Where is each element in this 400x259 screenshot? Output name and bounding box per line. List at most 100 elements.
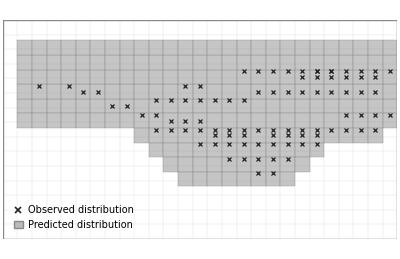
Bar [61,40,76,55]
Bar [105,70,120,84]
Bar [295,99,310,113]
Bar [32,40,47,55]
Bar [295,55,310,70]
Bar [76,40,90,55]
Bar [76,113,90,128]
Bar [61,55,76,70]
Bar [236,40,251,55]
Bar [32,70,47,84]
Bar [120,40,134,55]
Bar [251,113,266,128]
Bar [76,84,90,99]
Bar [47,113,61,128]
Bar [266,143,280,157]
Bar [324,55,339,70]
Bar [310,55,324,70]
Bar [149,40,164,55]
Bar [353,55,368,70]
Bar [280,172,295,186]
Bar [32,99,47,113]
Bar [310,143,324,157]
Bar [61,70,76,84]
Bar [222,70,236,84]
Bar [280,40,295,55]
Bar [236,84,251,99]
Bar [17,99,32,113]
Bar [222,99,236,113]
Bar [76,70,90,84]
Bar [149,70,164,84]
Bar [251,143,266,157]
Bar [280,70,295,84]
Bar [207,128,222,143]
Bar [47,84,61,99]
Bar [207,157,222,172]
Bar [90,55,105,70]
Bar [120,113,134,128]
Bar [383,99,397,113]
Bar [383,55,397,70]
Bar [324,113,339,128]
Bar [134,55,149,70]
Bar [178,40,193,55]
Bar [149,99,164,113]
Bar [353,113,368,128]
Bar [236,143,251,157]
Bar [134,128,149,143]
Bar [266,113,280,128]
Bar [324,70,339,84]
Bar [295,157,310,172]
Bar [207,70,222,84]
Bar [90,113,105,128]
Bar [251,84,266,99]
Bar [251,172,266,186]
Bar [207,84,222,99]
Bar [295,40,310,55]
Bar [222,143,236,157]
Bar [324,84,339,99]
Bar [251,70,266,84]
Bar [280,128,295,143]
Bar [236,172,251,186]
Bar [134,84,149,99]
Bar [207,143,222,157]
Bar [222,128,236,143]
Bar [222,40,236,55]
Bar [339,70,353,84]
Bar [280,157,295,172]
Bar [193,113,207,128]
Bar [105,55,120,70]
Bar [310,128,324,143]
Bar [32,84,47,99]
Bar [222,113,236,128]
Bar [368,128,383,143]
Bar [353,84,368,99]
Bar [222,172,236,186]
Bar [17,40,32,55]
Bar [236,157,251,172]
Bar [222,157,236,172]
Bar [134,70,149,84]
Bar [134,99,149,113]
Bar [193,172,207,186]
Bar [339,128,353,143]
Bar [251,99,266,113]
Bar [280,84,295,99]
Bar [295,128,310,143]
Bar [280,99,295,113]
Bar [178,113,193,128]
Bar [251,55,266,70]
Bar [310,113,324,128]
Bar [178,172,193,186]
Bar [266,55,280,70]
Bar [164,84,178,99]
Bar [47,70,61,84]
Bar [236,113,251,128]
Bar [207,99,222,113]
Bar [32,113,47,128]
Bar [149,143,164,157]
Bar [178,70,193,84]
Bar [310,99,324,113]
Bar [266,99,280,113]
Bar [17,84,32,99]
